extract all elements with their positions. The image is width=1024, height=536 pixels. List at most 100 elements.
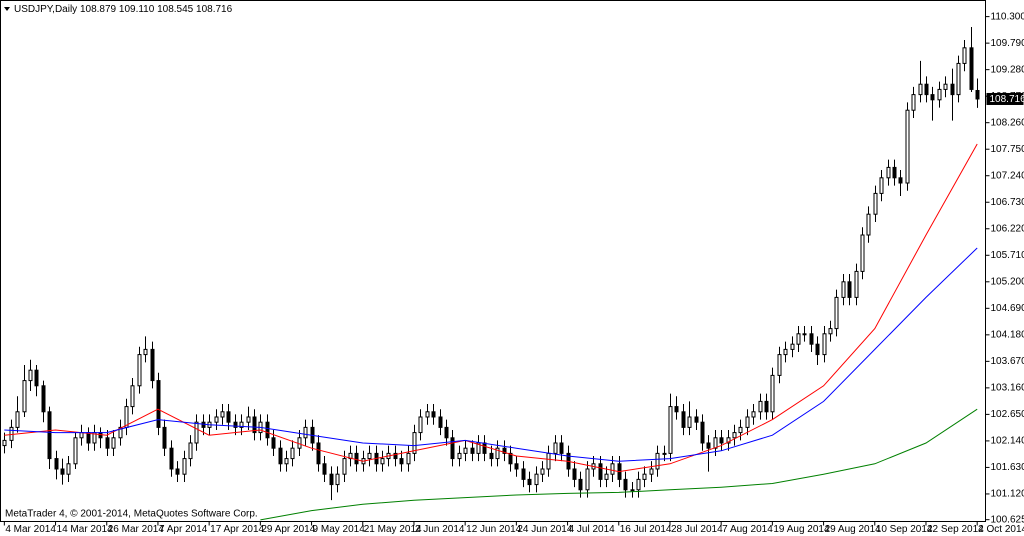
y-tick-label: 105.200 [991,276,1024,287]
candle-body [47,411,52,460]
candle-body [598,463,603,480]
y-tick-label: 107.750 [991,144,1024,155]
x-tick-label: 22 Sep 2014 [927,524,984,535]
candle-body [514,463,519,470]
x-tick-label: 2 Oct 2014 [978,524,1024,535]
candle-body [175,468,180,475]
candle-body [418,416,423,434]
candle-body [630,489,635,492]
candle-body [918,83,923,96]
candle-body [354,452,359,465]
candle-body [2,439,7,447]
candle-body [700,421,705,444]
candle-body [156,380,161,428]
candle-body [246,416,251,423]
moving-average [260,408,978,521]
candle-body [828,328,833,335]
x-tick-label: 17 Apr 2014 [210,524,264,535]
candle-body [86,432,91,444]
x-tick-label: 14 Mar 2014 [57,524,114,535]
candle-body [28,369,33,382]
y-tick-label: 105.710 [991,250,1024,261]
last-price-label: 108.716 [990,94,1024,105]
candle-body [15,411,20,428]
collapse-icon [4,7,10,11]
y-tick-label: 103.670 [991,356,1024,367]
candle-body [316,442,321,465]
candle-body [783,348,788,356]
candle-body [34,369,39,387]
candle-body [284,458,289,465]
candle-body [847,281,852,298]
candle-body [188,442,193,460]
x-tick-label: 7 Aug 2014 [722,524,773,535]
y-tick-label: 102.140 [991,436,1024,447]
x-tick-label: 29 Apr 2014 [261,524,315,535]
x-tick-label: 9 May 2014 [313,524,366,535]
x-tick-label: 7 Apr 2014 [159,524,208,535]
candle-body [438,416,443,428]
candle-body [66,463,71,475]
y-tick-label: 101.630 [991,462,1024,473]
candle-body [239,421,244,428]
x-tick-label: 16 Jul 2014 [620,524,672,535]
candle-body [290,447,295,460]
y-tick-label: 101.120 [991,489,1024,500]
y-tick-label: 103.160 [991,383,1024,394]
candle-body [892,166,897,179]
close-label: 108.716 [196,4,233,15]
plot-frame [0,0,986,522]
candle-body [431,411,436,418]
candle-body [278,447,283,465]
candle-body [482,442,487,454]
candle-body [322,463,327,475]
x-tick-label: 19 Aug 2014 [773,524,830,535]
y-tick-label: 109.790 [991,38,1024,49]
high-label: 109.110 [119,4,155,15]
x-tick-label: 10 Sep 2014 [876,524,933,535]
candle-body [226,411,231,423]
candle-body [303,426,308,439]
candle-body [252,416,257,434]
candle-body [687,416,692,428]
candle-body [162,426,167,449]
candle-body [655,452,660,470]
open-label: 108.879 [80,4,117,15]
candle-body [911,94,916,111]
last-price-box [986,92,1024,105]
symbol: USDJPY,Daily [14,4,77,15]
candle-body [751,411,756,418]
x-tick-label: 21 May 2014 [364,524,422,535]
candle-body [98,432,103,439]
candle-body [860,234,865,272]
candle-body [886,166,891,179]
candle-body [649,468,654,475]
candle-body [943,83,948,90]
candle-body [777,354,782,376]
candle-body [713,437,718,449]
candle-body [406,452,411,465]
y-tick-label: 100.625 [991,514,1024,525]
candle-body [220,411,225,418]
candle-body [924,83,929,96]
candle-body [508,452,513,465]
candle-body [271,437,276,449]
x-tick-label: 4 Jul 2014 [569,524,616,535]
candle-body [425,411,430,418]
candle-body [380,458,385,465]
candle-body [668,406,673,454]
candle-body [214,416,219,423]
candle-body [610,463,615,475]
candle-body [489,452,494,460]
x-tick-label: 12 Jun 2014 [466,524,521,535]
candle-body [79,432,84,439]
candle-body [143,348,148,356]
moving-average [4,143,978,473]
candle-body [444,426,449,439]
y-tick-label: 104.180 [991,329,1024,340]
candle-body [41,385,46,413]
candle-body [540,468,545,475]
candle-body [790,343,795,350]
candle-body [745,416,750,428]
